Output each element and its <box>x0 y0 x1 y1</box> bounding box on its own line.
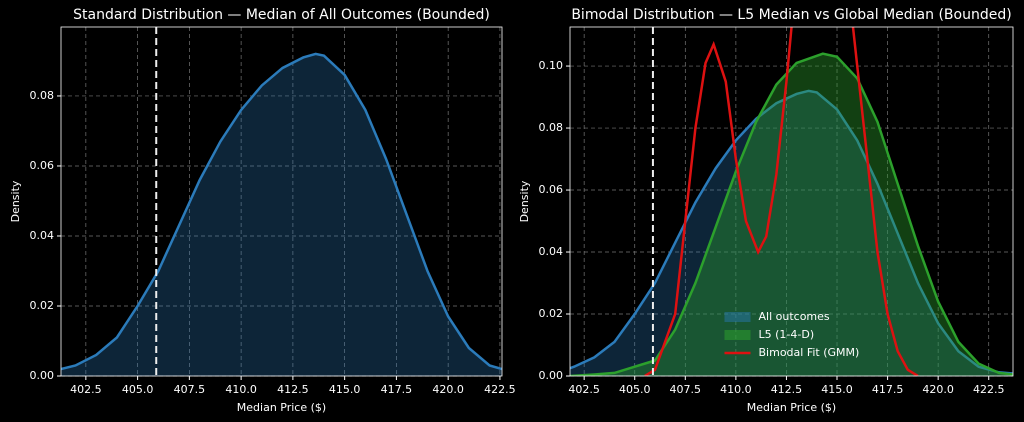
y-axis-label: Density <box>9 180 22 222</box>
y-tick-label: 0.10 <box>539 59 564 72</box>
area-fill <box>570 90 1013 376</box>
y-tick-label: 0.02 <box>539 307 564 320</box>
x-tick-label: 420.0 <box>432 383 464 396</box>
y-tick-label: 0.04 <box>30 229 55 242</box>
plot-area <box>61 27 502 376</box>
y-tick-label: 0.06 <box>30 159 55 172</box>
x-tick-label: 410.0 <box>225 383 257 396</box>
axes-frame <box>60 26 503 377</box>
x-tick-label: 415.0 <box>821 383 853 396</box>
area-fill <box>570 53 1013 376</box>
x-tick-label: 407.5 <box>174 383 206 396</box>
density-line <box>61 52 502 371</box>
x-tick-label: 422.5 <box>973 383 1005 396</box>
x-tick-label: 412.5 <box>771 383 803 396</box>
plot-area <box>570 27 1013 376</box>
chart-title: Bimodal Distribution — L5 Median vs Glob… <box>571 7 1011 23</box>
axes-frame <box>569 26 1014 377</box>
x-tick-label: 402.5 <box>568 383 600 396</box>
y-axis-label: Density <box>518 180 531 222</box>
legend-swatch <box>724 312 751 322</box>
x-tick-label: 402.5 <box>70 383 102 396</box>
x-tick-label: 417.5 <box>872 383 904 396</box>
x-tick-label: 410.0 <box>720 383 752 396</box>
legend-label: All outcomes <box>759 310 830 323</box>
y-tick-label: 0.08 <box>539 121 564 134</box>
area-fill <box>61 53 502 376</box>
y-tick-label: 0.02 <box>30 299 55 312</box>
legend-swatch <box>724 330 751 340</box>
x-tick-label: 415.0 <box>329 383 361 396</box>
plot <box>570 27 1013 376</box>
legend-label: Bimodal Fit (GMM) <box>759 346 860 359</box>
x-tick-label: 417.5 <box>381 383 413 396</box>
density-line <box>570 89 1013 375</box>
x-tick-label: 405.0 <box>122 383 154 396</box>
x-axis-label: Median Price ($) <box>237 401 326 414</box>
legend-label: L5 (1-4-D) <box>759 328 815 341</box>
chart-title: Standard Distribution — Median of All Ou… <box>73 7 490 23</box>
x-tick-label: 405.0 <box>619 383 651 396</box>
plot <box>61 27 502 376</box>
x-axis-label: Median Price ($) <box>747 401 836 414</box>
x-tick-label: 420.0 <box>922 383 954 396</box>
x-tick-label: 422.5 <box>484 383 516 396</box>
y-tick-label: 0.00 <box>30 369 55 382</box>
y-tick-label: 0.08 <box>30 89 55 102</box>
density-line <box>644 27 919 376</box>
x-tick-label: 412.5 <box>277 383 309 396</box>
x-tick-label: 407.5 <box>670 383 702 396</box>
y-tick-label: 0.06 <box>539 183 564 196</box>
density-line <box>570 52 1013 376</box>
y-tick-label: 0.04 <box>539 245 564 258</box>
y-tick-label: 0.00 <box>539 369 564 382</box>
